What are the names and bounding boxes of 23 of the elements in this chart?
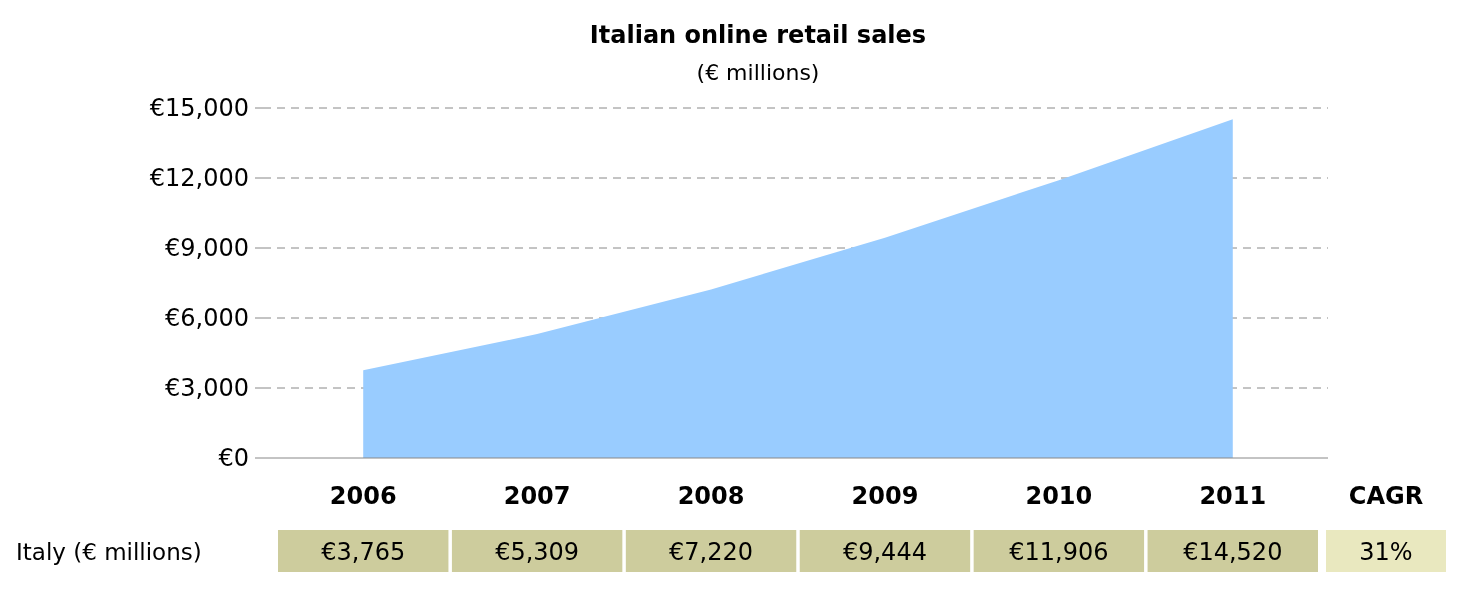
- x-tick-label: 2010: [1025, 482, 1093, 510]
- text: Italy (€ millions): [16, 539, 202, 566]
- y-tick-label: €12,000: [149, 164, 249, 193]
- data-label: €3,765: [321, 538, 406, 567]
- text: 31%: [1359, 538, 1413, 567]
- text: CAGR: [1348, 482, 1424, 510]
- data-label: €14,520: [1183, 538, 1283, 567]
- y-tick-label: €0: [218, 444, 249, 473]
- x-tick-label: 2006: [329, 482, 397, 510]
- data-label: €7,220: [669, 538, 754, 567]
- x-tick-label: 2011: [1199, 482, 1267, 510]
- y-tick-label: €9,000: [165, 234, 249, 263]
- x-tick-label: 2007: [503, 482, 571, 510]
- data-label: €9,444: [842, 538, 927, 567]
- data-label: €5,309: [495, 538, 580, 567]
- y-tick-label: €6,000: [165, 304, 249, 333]
- y-tick-label: €15,000: [149, 94, 249, 123]
- x-tick-label: 2009: [851, 482, 919, 510]
- data-label: €11,906: [1009, 538, 1109, 567]
- x-tick-label: 2008: [677, 482, 745, 510]
- chart-subtitle: (€ millions): [696, 60, 820, 85]
- y-tick-label: €3,000: [165, 374, 249, 403]
- chart-title: Italian online retail sales: [589, 21, 927, 49]
